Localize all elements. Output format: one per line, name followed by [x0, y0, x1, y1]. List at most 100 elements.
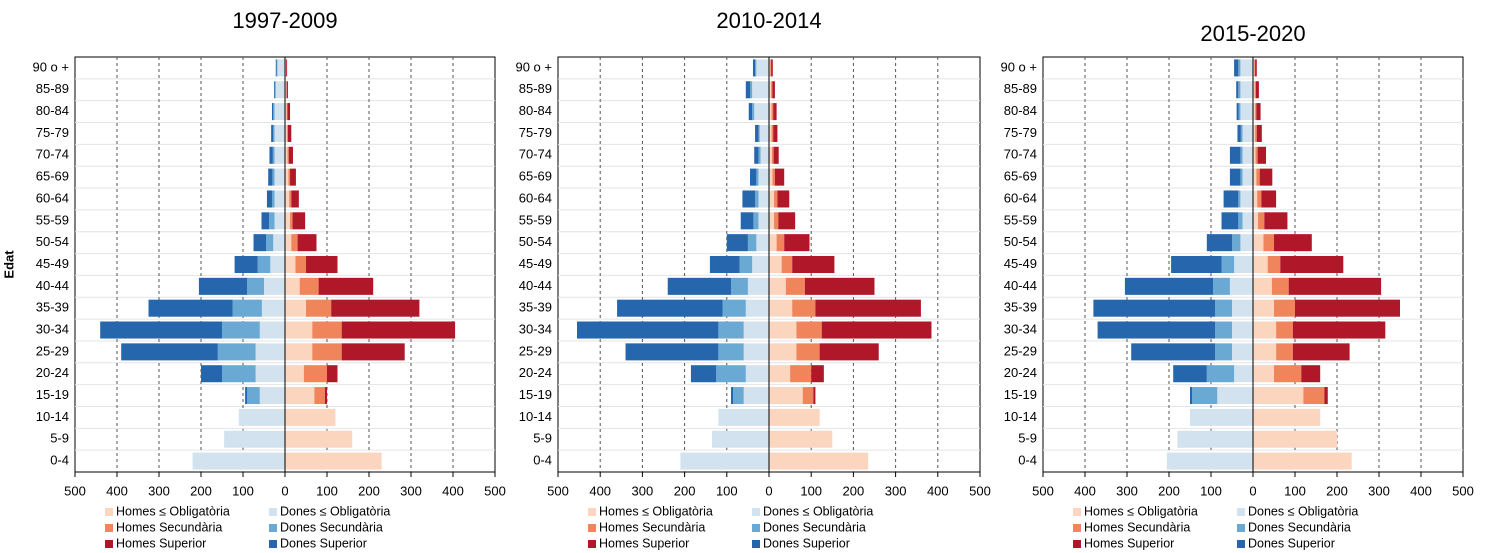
y-tick-label: 45-49 — [1004, 256, 1037, 271]
bar-segment — [1213, 277, 1230, 295]
bar-segment — [718, 408, 769, 426]
bar-segment — [716, 365, 746, 383]
bar-segment — [285, 146, 288, 164]
x-tick-label: 200 — [1326, 483, 1348, 498]
y-tick-label: 10-14 — [519, 409, 552, 424]
x-tick-label: 300 — [1368, 483, 1390, 498]
legend-label: Dones Secundària — [763, 520, 866, 534]
bar-segment — [285, 124, 288, 142]
bar-segment — [743, 387, 769, 405]
x-tick-label: 0 — [281, 483, 288, 498]
x-tick-label: 0 — [765, 483, 772, 498]
bar-segment — [1240, 59, 1253, 77]
bar-segment — [750, 81, 753, 99]
bar-segment — [769, 299, 793, 317]
x-tick-label: 300 — [632, 483, 654, 498]
bar-segment — [285, 343, 313, 361]
bar-segment — [1192, 387, 1218, 405]
bar-segment — [758, 190, 769, 208]
bar-segment — [750, 168, 757, 186]
bar-segment — [752, 103, 755, 121]
bar-segment — [726, 234, 748, 252]
bar-segment — [1166, 452, 1253, 470]
bar-segment — [1264, 212, 1288, 230]
bar-segment — [274, 212, 285, 230]
bar-segment — [266, 234, 274, 252]
legend-label: Homes ≤ Obligatòria — [116, 504, 230, 518]
bar-segment — [745, 299, 769, 317]
bar-segment — [722, 299, 746, 317]
bar-segment — [1271, 277, 1289, 295]
legend-swatch — [1237, 508, 1245, 516]
bar-segment — [272, 146, 275, 164]
y-tick-label: 5-9 — [1018, 431, 1037, 446]
legend-label: Dones ≤ Obligatòria — [763, 504, 873, 518]
bar-segment — [274, 190, 285, 208]
bar-segment — [272, 168, 275, 186]
bar-segment — [1253, 212, 1259, 230]
bar-segment — [755, 124, 759, 142]
x-tick-label: 200 — [843, 483, 865, 498]
bar-segment — [285, 234, 292, 252]
bar-segment — [285, 255, 296, 274]
y-tick-label: 75-79 — [519, 125, 552, 140]
bar-segment — [299, 277, 319, 295]
bar-segment — [121, 343, 218, 361]
bar-segment — [1229, 146, 1241, 164]
y-tick-label: 40-44 — [519, 278, 552, 293]
bar-segment — [1253, 255, 1268, 274]
bar-segment — [276, 59, 278, 77]
bar-segment — [747, 277, 769, 295]
y-tick-label: 45-49 — [36, 256, 69, 271]
bar-segment — [796, 321, 822, 339]
bar-segment — [1215, 343, 1232, 361]
bar-segment — [273, 124, 275, 142]
bar-segment — [275, 59, 277, 77]
y-tick-label: 25-29 — [1004, 343, 1037, 358]
y-tick-label: 70-74 — [519, 147, 552, 162]
legend-label: Dones ≤ Obligatòria — [1248, 504, 1358, 518]
bar-segment — [756, 59, 769, 77]
y-tick-label: 0-4 — [533, 453, 552, 468]
bar-segment — [1253, 277, 1272, 295]
y-tick-label: 90 o + — [32, 59, 69, 74]
bar-segment — [255, 365, 285, 383]
bar-segment — [769, 452, 869, 470]
x-tick-label: 200 — [190, 483, 212, 498]
x-tick-label: 400 — [1074, 483, 1096, 498]
bar-segment — [771, 59, 773, 77]
bar-segment — [245, 387, 248, 405]
bar-segment — [718, 321, 744, 339]
bar-segment — [1257, 190, 1262, 208]
y-tick-label: 40-44 — [1004, 278, 1037, 293]
y-tick-label: 35-39 — [519, 300, 552, 315]
bar-segment — [1255, 146, 1258, 164]
bar-segment — [769, 146, 772, 164]
bar-segment — [255, 343, 285, 361]
bar-segment — [1237, 124, 1241, 142]
bar-segment — [264, 277, 285, 295]
bar-segment — [247, 387, 260, 405]
y-tick-label: 10-14 — [1004, 409, 1037, 424]
bar-segment — [274, 146, 285, 164]
bar-segment — [769, 103, 772, 121]
bar-segment — [742, 190, 756, 208]
bar-segment — [1234, 365, 1253, 383]
bar-segment — [1234, 255, 1253, 274]
y-tick-label: 80-84 — [1004, 103, 1037, 118]
bar-segment — [285, 190, 290, 208]
bar-segment — [1124, 277, 1214, 295]
bar-segment — [731, 277, 748, 295]
y-tick-label: 5-9 — [50, 431, 69, 446]
bar-segment — [773, 103, 777, 121]
y-tick-label: 30-34 — [36, 321, 69, 336]
x-tick-label: 100 — [800, 483, 822, 498]
bar-segment — [277, 59, 285, 77]
bar-segment — [1131, 343, 1216, 361]
bar-segment — [781, 255, 793, 274]
bar-segment — [261, 212, 270, 230]
x-tick-label: 500 — [1032, 483, 1054, 498]
bar-segment — [1232, 234, 1241, 252]
bar-segment — [792, 299, 816, 317]
bar-segment — [1232, 299, 1253, 317]
